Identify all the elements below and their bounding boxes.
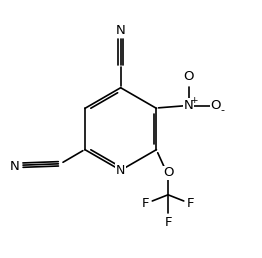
Text: N: N	[116, 24, 125, 37]
Text: O: O	[211, 99, 221, 112]
Text: F: F	[142, 197, 149, 209]
Text: F: F	[187, 197, 194, 209]
Text: O: O	[163, 166, 173, 179]
Text: F: F	[164, 216, 172, 229]
Text: N: N	[184, 99, 194, 112]
Text: O: O	[183, 70, 194, 83]
Text: N: N	[116, 164, 125, 177]
Text: N: N	[10, 160, 20, 173]
Text: +: +	[190, 96, 198, 104]
Text: -: -	[220, 106, 224, 115]
